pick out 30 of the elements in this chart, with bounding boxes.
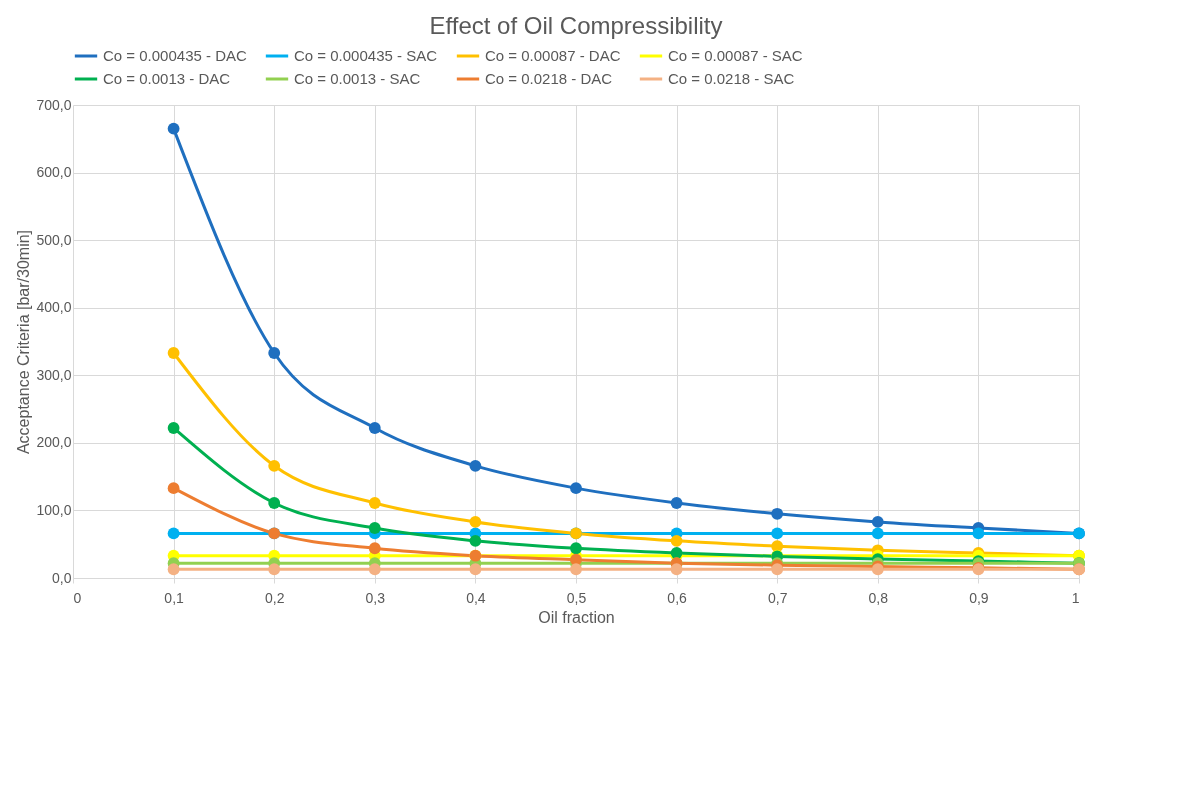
legend-label: Co = 0.00087 - SAC xyxy=(668,47,803,64)
y-tick-label: 0,0 xyxy=(52,569,72,586)
y-tick-label: 600,0 xyxy=(36,164,72,181)
y-tick-label: 500,0 xyxy=(36,231,72,248)
x-axis-title: Oil fraction xyxy=(538,608,615,626)
legend-label: Co = 0.0218 - DAC xyxy=(485,70,613,87)
legend-label: Co = 0.0013 - DAC xyxy=(103,70,231,87)
y-tick-label: 300,0 xyxy=(36,366,72,383)
y-tick-label: 200,0 xyxy=(36,434,72,451)
legend-label: Co = 0.000435 - DAC xyxy=(103,47,247,64)
x-tick-label: 0 xyxy=(73,589,82,606)
x-tick-label: 0,7 xyxy=(767,589,788,606)
legend-label: Co = 0.000435 - SAC xyxy=(294,47,438,64)
x-tick-label: 0,1 xyxy=(164,589,185,606)
y-tick-label: 400,0 xyxy=(36,299,72,316)
x-tick-label: 0,4 xyxy=(466,589,486,606)
chart-title: Effect of Oil Compressibility xyxy=(429,12,723,39)
x-tick-label: 0,6 xyxy=(667,589,688,606)
x-tick-label: 0,8 xyxy=(868,589,889,606)
legend-label: Co = 0.0013 - SAC xyxy=(294,70,421,87)
y-axis-title: Acceptance Criteria [bar/30min] xyxy=(15,229,33,455)
x-tick-label: 1 xyxy=(1071,589,1080,606)
legend-label: Co = 0.00087 - DAC xyxy=(485,47,621,64)
x-tick-label: 0,5 xyxy=(566,589,587,606)
legend-label: Co = 0.0218 - SAC xyxy=(668,70,795,87)
y-tick-label: 100,0 xyxy=(36,501,72,518)
x-tick-label: 0,3 xyxy=(365,589,386,606)
x-tick-label: 0,2 xyxy=(264,589,285,606)
y-tick-label: 700,0 xyxy=(36,96,72,113)
x-tick-label: 0,9 xyxy=(969,589,989,606)
